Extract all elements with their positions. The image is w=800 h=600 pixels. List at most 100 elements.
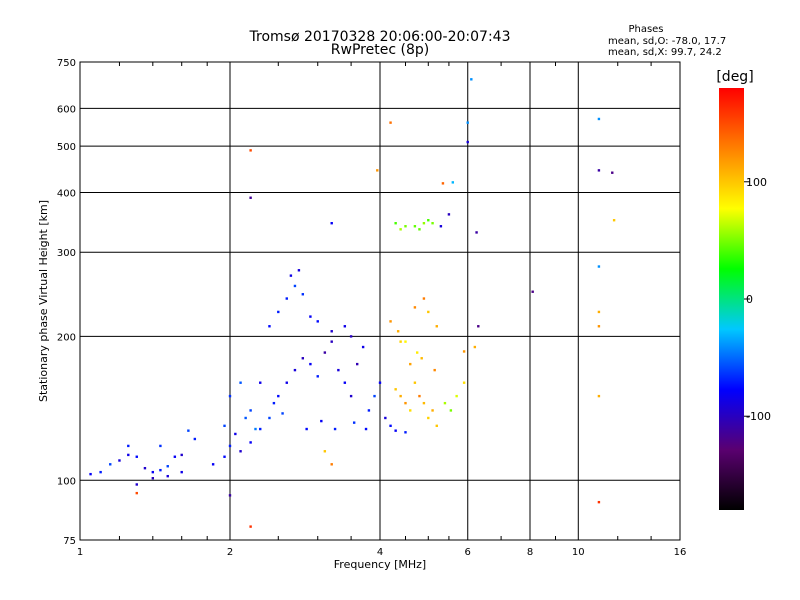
data-point (289, 274, 293, 277)
data-point (394, 388, 397, 391)
data-point (355, 362, 359, 366)
data-point (597, 265, 601, 268)
x-tick-label: 2 (227, 547, 233, 558)
y-axis-ticks: 75 100 200 300 400 500 600 750 (57, 58, 76, 547)
data-point (268, 325, 271, 328)
data-point (462, 381, 466, 384)
x-tick-label: 6 (465, 547, 471, 558)
data-point (180, 470, 183, 474)
data-point (389, 320, 392, 323)
data-point (239, 381, 242, 384)
data-point (234, 432, 237, 436)
data-point (309, 362, 312, 366)
data-point (293, 368, 297, 372)
data-point (301, 357, 305, 360)
data-point (305, 427, 308, 431)
colorbar-label: [deg] (716, 69, 753, 85)
y-axis-label: Stationary phase Virtual Height [km] (37, 200, 50, 402)
data-point (118, 459, 121, 462)
data-point (268, 416, 271, 420)
data-point (396, 330, 400, 333)
data-point (373, 394, 376, 398)
data-point (99, 470, 102, 474)
data-point (249, 409, 252, 412)
data-point (223, 455, 226, 458)
data-point (249, 441, 252, 444)
data-point (399, 394, 402, 398)
data-point (378, 381, 382, 384)
data-point (166, 465, 169, 468)
data-point (413, 225, 417, 228)
x-axis-label: Frequency [MHz] (334, 558, 426, 571)
data-points (89, 78, 616, 528)
data-point (404, 431, 407, 434)
y-tick-label: 75 (63, 536, 76, 547)
colorbar-tick-label: 100 (746, 176, 767, 189)
data-point (343, 381, 347, 384)
data-point (427, 416, 430, 420)
data-point (228, 494, 232, 497)
data-point (309, 315, 312, 318)
data-point (597, 394, 601, 398)
data-point (455, 394, 458, 398)
data-point (435, 325, 438, 328)
data-point (420, 357, 423, 360)
data-point (323, 450, 327, 453)
data-point (249, 525, 252, 528)
x-axis-ticks: 1 2 4 6 8 10 16 (77, 62, 686, 558)
y-tick-label: 400 (57, 188, 76, 199)
x-tick-label: 1 (77, 547, 83, 558)
data-point (135, 491, 138, 495)
data-point (135, 455, 138, 458)
data-point (180, 453, 183, 457)
data-point (364, 427, 368, 431)
colorbar-ticks: 100 0 -100 (744, 176, 771, 423)
data-point (285, 297, 288, 300)
data-point (394, 222, 397, 225)
x-tick-label: 8 (527, 547, 533, 558)
colorbar-tick-label: -100 (746, 410, 771, 423)
data-point (433, 368, 436, 372)
data-point (531, 290, 534, 293)
data-point (399, 228, 402, 231)
y-tick-label: 500 (57, 142, 76, 153)
data-point (211, 463, 215, 466)
data-point (441, 182, 445, 185)
data-point (259, 381, 262, 384)
data-point (277, 394, 280, 398)
data-point (127, 453, 130, 457)
data-point (109, 463, 112, 466)
data-point (135, 483, 138, 486)
grid-lines (80, 62, 680, 540)
data-point (343, 325, 347, 328)
data-point (244, 416, 247, 420)
data-point (349, 394, 353, 398)
data-point (272, 401, 276, 405)
data-point (301, 293, 305, 296)
data-point (281, 412, 284, 415)
data-point (415, 351, 419, 354)
data-point (249, 149, 252, 152)
data-point (477, 325, 480, 328)
data-point (466, 121, 469, 124)
data-point (413, 306, 417, 309)
data-point (422, 401, 426, 405)
x-tick-label: 10 (572, 547, 585, 558)
data-point (337, 368, 340, 372)
info-heading: Phases (628, 24, 663, 35)
data-point (159, 468, 162, 472)
data-point (333, 427, 337, 431)
data-point (143, 466, 147, 470)
data-point (413, 381, 417, 384)
data-point (259, 427, 262, 431)
data-point (193, 437, 197, 441)
data-point (316, 375, 319, 378)
data-point (475, 231, 478, 234)
data-point (443, 401, 447, 405)
data-point (239, 450, 242, 453)
data-point (449, 409, 453, 412)
data-point (597, 117, 601, 121)
data-point (330, 340, 333, 343)
data-point (361, 345, 365, 349)
